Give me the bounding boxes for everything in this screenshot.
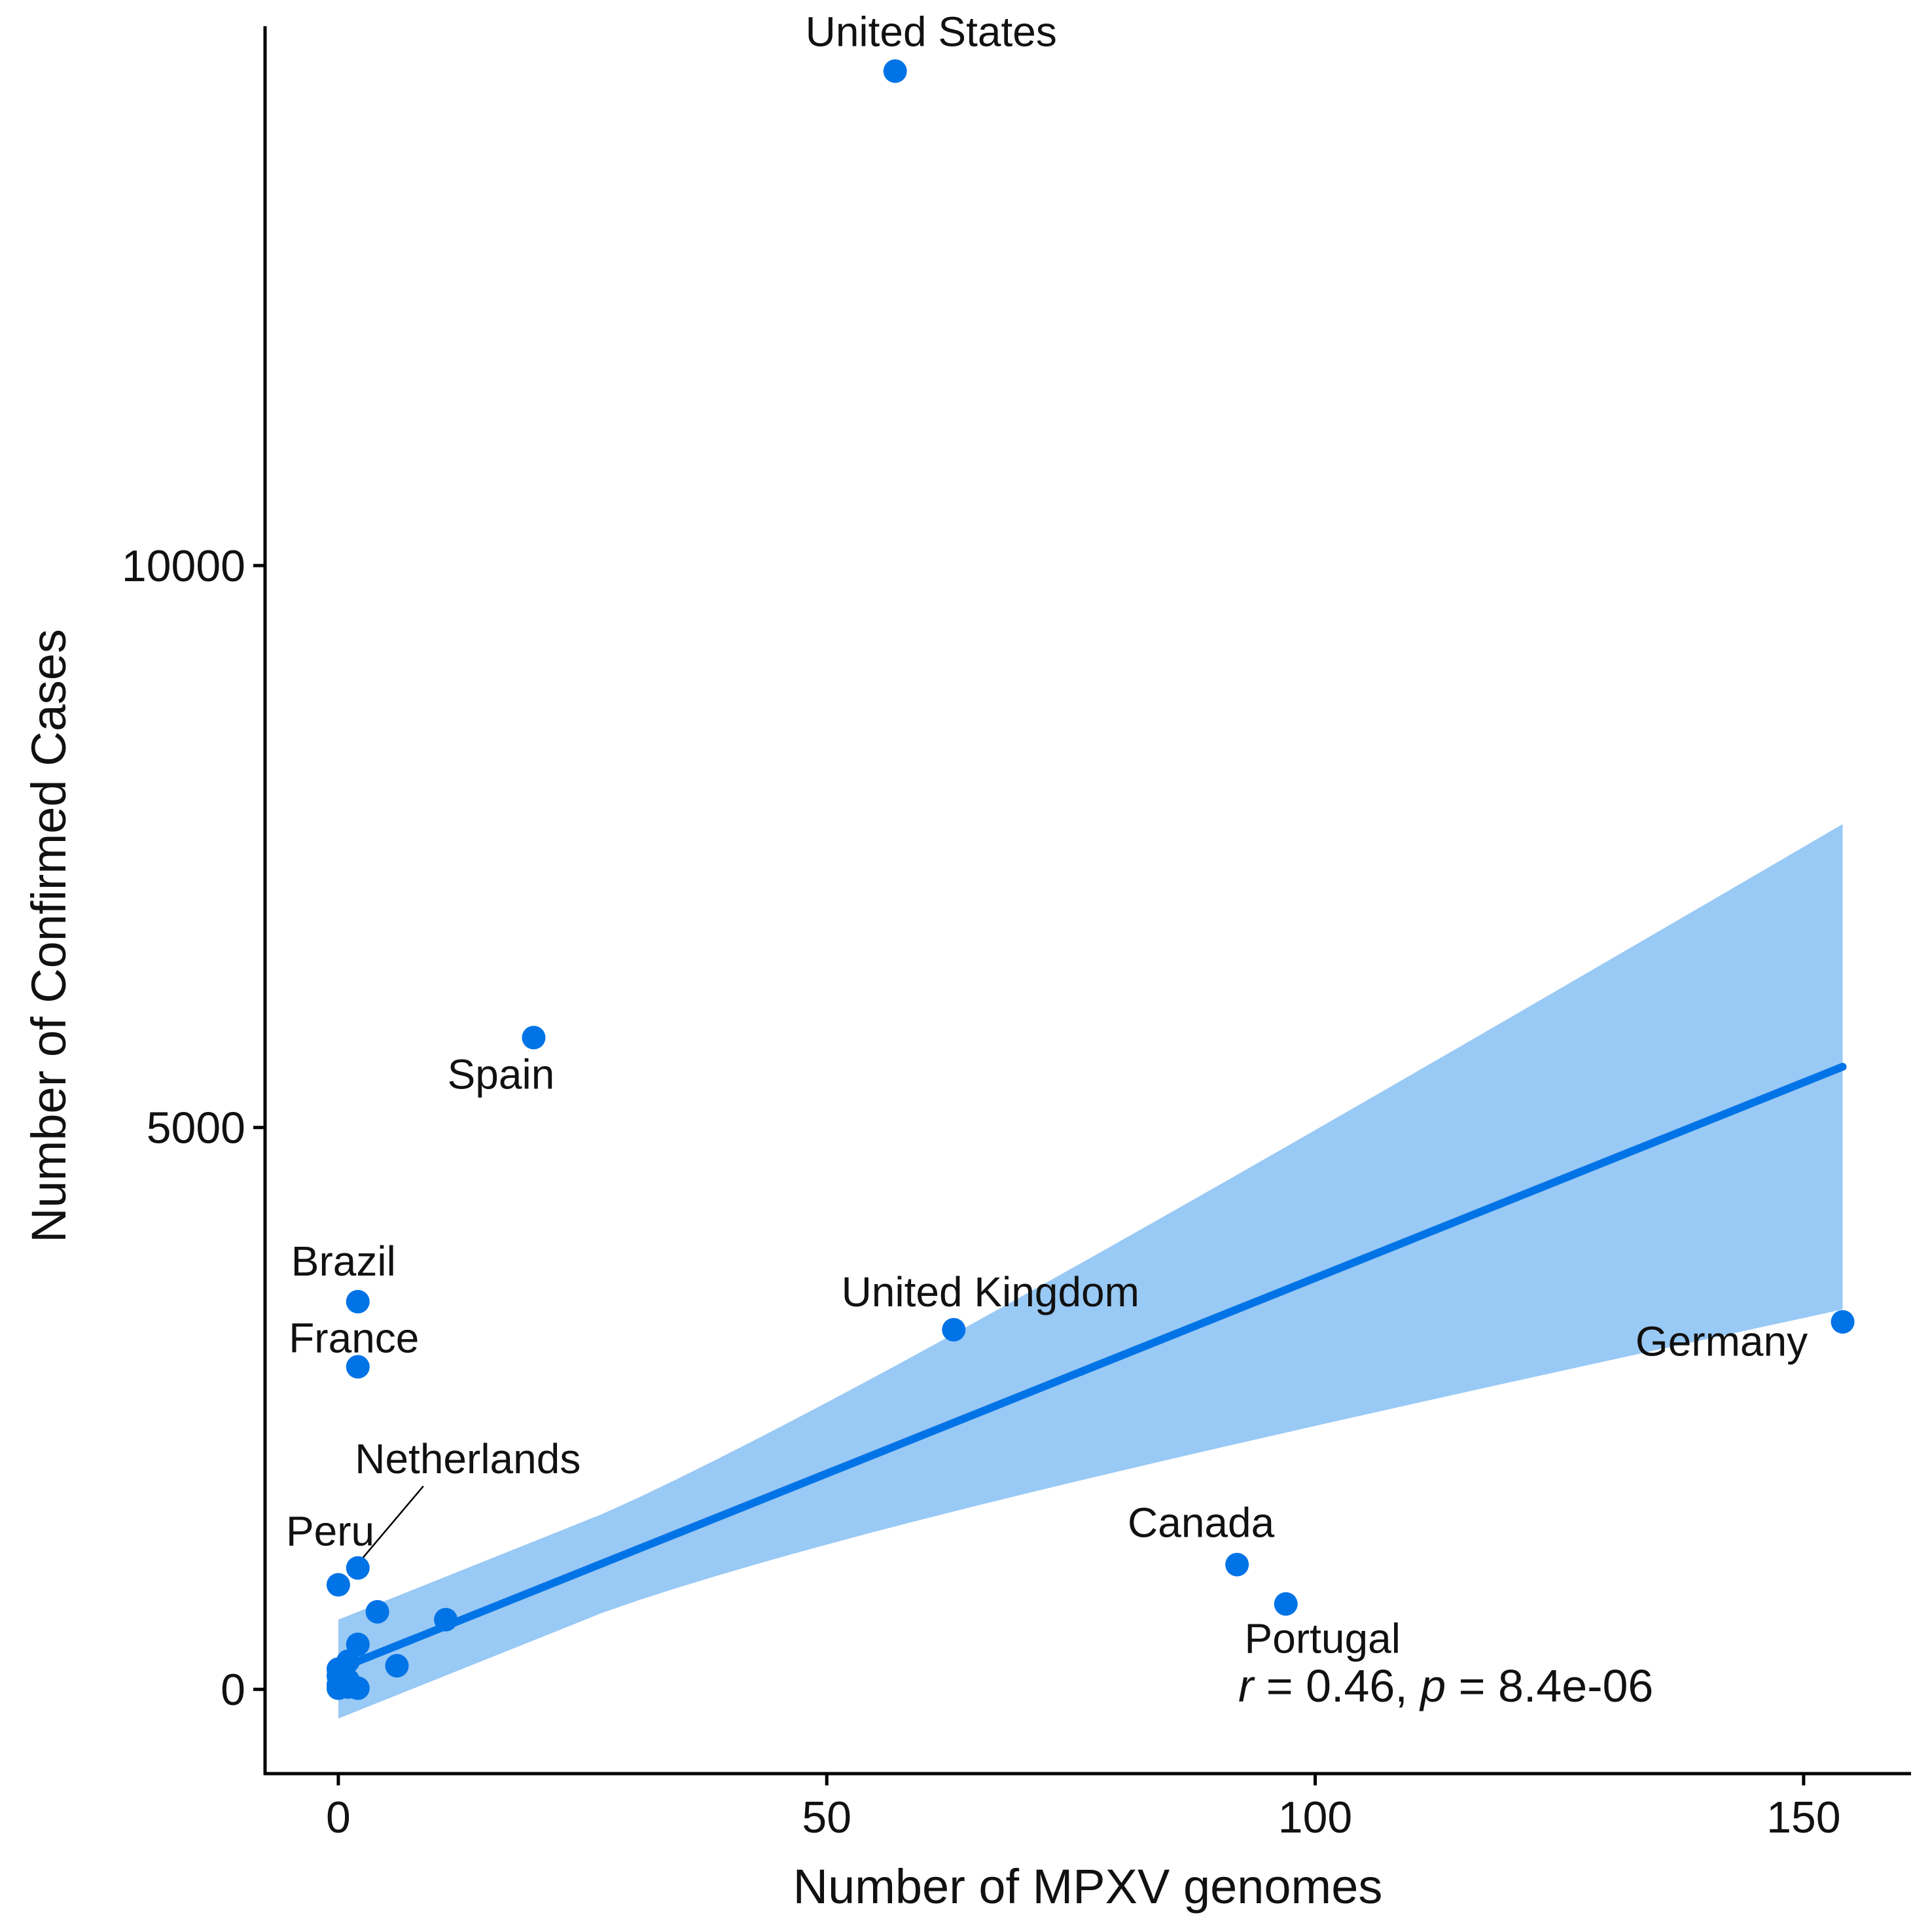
point-united-kingdom: [942, 1317, 966, 1342]
x-tick-label: 100: [1278, 1793, 1352, 1842]
label-united-states: United States: [806, 9, 1057, 56]
point-france: [346, 1355, 370, 1379]
data-point: [365, 1600, 389, 1624]
x-tick-label: 150: [1766, 1793, 1840, 1842]
x-axis-title: Number of MPXV genomes: [793, 1859, 1383, 1914]
label-germany: Germany: [1636, 1318, 1808, 1365]
r-symbol: r: [1238, 1660, 1255, 1711]
label-canada: Canada: [1128, 1499, 1275, 1547]
point-spain: [522, 1026, 546, 1050]
point-canada: [1225, 1552, 1249, 1577]
label-spain: Spain: [448, 1050, 555, 1098]
label-brazil: Brazil: [291, 1238, 396, 1285]
label-peru: Peru: [286, 1508, 374, 1555]
confidence-band-area: [338, 824, 1843, 1719]
point-brazil: [346, 1289, 370, 1314]
data-point: [346, 1676, 370, 1700]
y-tick-label: 0: [221, 1665, 245, 1715]
label-portugal: Portugal: [1245, 1615, 1401, 1662]
data-point: [434, 1607, 458, 1632]
x-tick-label: 0: [326, 1793, 351, 1842]
point-germany: [1831, 1310, 1855, 1334]
point-peru: [326, 1573, 350, 1597]
netherlands-leader-line: [362, 1485, 424, 1558]
regression-line-layer: [334, 1062, 1847, 1673]
label-united-kingdom: United Kingdom: [842, 1268, 1139, 1315]
x-tick-label: 50: [802, 1793, 851, 1842]
point-netherlands: [346, 1556, 370, 1580]
p-value: = 8.4e-06: [1446, 1660, 1653, 1711]
point-united-states: [883, 59, 907, 83]
data-points: [326, 59, 1855, 1700]
data-point: [385, 1654, 409, 1678]
axes: 0 50 100 150 0 5000 10000: [122, 26, 1911, 1842]
label-netherlands: Netherlands: [355, 1435, 581, 1482]
confidence-band: [338, 824, 1843, 1719]
point-portugal: [1274, 1592, 1298, 1616]
correlation-annotation: r = 0.46, p = 8.4e-06: [1238, 1660, 1653, 1711]
y-axis-title: Number of Confirmed Cases: [22, 629, 76, 1243]
regression-line: [334, 1062, 1847, 1673]
y-tick-label: 10000: [122, 541, 245, 591]
point-labels: United States Spain Brazil France United Kin…: [286, 9, 1808, 1662]
r-value: = 0.46,: [1253, 1660, 1420, 1711]
y-tick-label: 5000: [147, 1103, 245, 1153]
p-symbol: p: [1419, 1660, 1446, 1711]
label-france: France: [289, 1314, 419, 1361]
